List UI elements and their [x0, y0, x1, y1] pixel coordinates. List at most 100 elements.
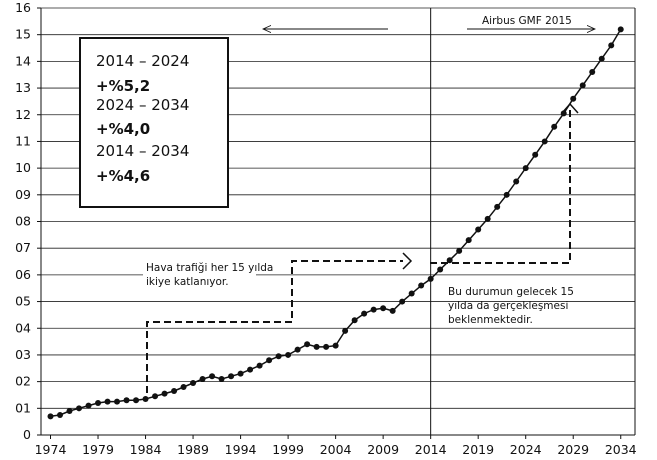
- doubling-text-line-2: ikiye katlanıyor.: [146, 276, 229, 288]
- data-point: [503, 191, 510, 198]
- growth-rate-2: +%4,0: [96, 120, 150, 138]
- data-point: [47, 413, 54, 420]
- y-tick-label: 09: [15, 187, 31, 202]
- y-tick-label: 01: [15, 400, 31, 415]
- x-tick-label: 2024: [510, 442, 542, 457]
- y-tick-label: 10: [15, 160, 31, 175]
- data-point: [370, 306, 377, 313]
- doubling-step-line-historical: [146, 260, 403, 393]
- x-tick-label: 1974: [35, 442, 67, 457]
- y-tick-label: 11: [15, 133, 31, 148]
- x-tick-label: 2019: [462, 442, 494, 457]
- data-point: [190, 379, 197, 386]
- doubling-step-arrowhead-right: [402, 252, 413, 270]
- data-point: [427, 275, 434, 282]
- growth-box-frame: [79, 37, 229, 208]
- y-tick-label: 08: [15, 214, 31, 229]
- data-point: [266, 357, 273, 364]
- x-tick-label: 2034: [605, 442, 637, 457]
- data-point: [513, 178, 520, 185]
- data-point: [285, 351, 292, 358]
- data-point: [142, 395, 149, 402]
- x-tick-label: 2029: [557, 442, 589, 457]
- data-point: [437, 266, 444, 273]
- y-tick-label: 07: [15, 240, 31, 255]
- x-tick-label: 1989: [177, 442, 209, 457]
- data-point: [66, 407, 73, 414]
- data-point: [275, 353, 282, 360]
- data-point: [161, 390, 168, 397]
- data-point: [95, 399, 102, 406]
- doubling-step-line-forecast: [430, 108, 571, 264]
- x-tick-label: 2004: [320, 442, 352, 457]
- data-point: [446, 257, 453, 264]
- y-tick-label: 04: [15, 320, 31, 335]
- data-point: [152, 393, 159, 400]
- data-point: [456, 247, 463, 254]
- data-point: [570, 95, 577, 102]
- data-point: [199, 375, 206, 382]
- data-point: [380, 305, 387, 312]
- future-text-line-1: Bu durumun gelecek 15: [448, 286, 574, 298]
- data-point: [114, 398, 121, 405]
- data-point: [418, 282, 425, 289]
- y-tick-label: 12: [15, 107, 31, 122]
- y-tick-label: 16: [15, 0, 31, 15]
- x-axis-ticks: 1974 1979 1984 1989 1994 1999 2004 2009 2014 2019…: [35, 435, 637, 457]
- data-point: [342, 327, 349, 334]
- data-point: [180, 383, 187, 390]
- x-tick-label: 2014: [415, 442, 447, 457]
- x-tick-label: 1984: [130, 442, 162, 457]
- y-tick-label: 0: [23, 427, 31, 442]
- data-point: [541, 138, 548, 145]
- doubling-text-background: [143, 258, 256, 291]
- data-point: [475, 226, 482, 233]
- data-point: [209, 373, 216, 380]
- growth-period-3: 2014 – 2034: [96, 142, 189, 160]
- growth-period-1: 2014 – 2024: [96, 52, 189, 70]
- data-point: [408, 290, 415, 297]
- data-point: [133, 397, 140, 404]
- y-tick-label: 13: [15, 80, 31, 95]
- data-point: [465, 237, 472, 244]
- data-point: [294, 346, 301, 353]
- data-point: [76, 405, 83, 412]
- data-point: [522, 165, 529, 172]
- data-point: [399, 298, 406, 305]
- growth-rate-box: 2014 – 2024 +%5,2 2024 – 2034 +%4,0 2014…: [79, 37, 229, 208]
- future-text-line-3: beklenmektedir.: [448, 314, 533, 326]
- growth-period-2: 2024 – 2034: [96, 96, 189, 114]
- data-point: [389, 307, 396, 314]
- data-point: [304, 341, 311, 348]
- data-point: [218, 375, 225, 382]
- data-point: [323, 343, 330, 350]
- data-point: [351, 317, 358, 324]
- data-point: [256, 362, 263, 369]
- data-point: [608, 42, 615, 49]
- x-tick-label: 1999: [272, 442, 304, 457]
- data-point: [85, 402, 92, 409]
- y-tick-label: 05: [15, 294, 31, 309]
- y-tick-label: 15: [15, 27, 31, 42]
- data-point: [171, 387, 178, 394]
- x-tick-label: 1994: [225, 442, 257, 457]
- data-point: [560, 110, 567, 117]
- data-point: [237, 370, 244, 377]
- x-tick-label: 2009: [367, 442, 399, 457]
- data-point: [361, 310, 368, 317]
- future-text-line-2: yılda da gerçekleşmesi: [448, 300, 568, 312]
- x-tick-label: 1979: [82, 442, 114, 457]
- data-point: [104, 398, 111, 405]
- data-point: [332, 342, 339, 349]
- data-point: [589, 69, 596, 76]
- y-tick-label: 02: [15, 374, 31, 389]
- data-point: [247, 366, 254, 373]
- growth-rate-3: +%4,6: [96, 167, 150, 185]
- forecast-label: Airbus GMF 2015: [482, 15, 572, 27]
- data-point: [228, 373, 235, 380]
- data-point: [598, 55, 605, 62]
- data-point: [494, 203, 501, 210]
- data-point: [579, 82, 586, 89]
- y-tick-label: 14: [15, 53, 31, 68]
